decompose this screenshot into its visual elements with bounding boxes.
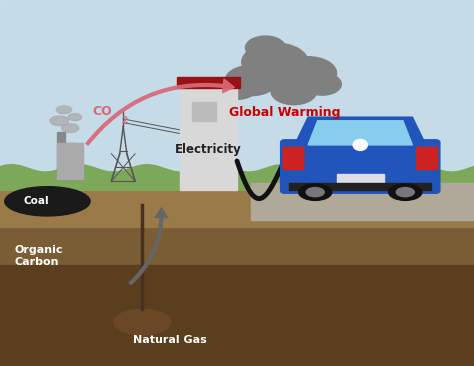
Ellipse shape bbox=[306, 188, 324, 197]
Text: Electricity: Electricity bbox=[175, 143, 242, 156]
Bar bbox=[0, 0, 474, 183]
Polygon shape bbox=[308, 121, 412, 145]
Bar bbox=[57, 132, 65, 179]
Ellipse shape bbox=[303, 73, 341, 95]
Bar bbox=[180, 88, 237, 190]
Ellipse shape bbox=[56, 106, 72, 114]
Ellipse shape bbox=[225, 66, 277, 96]
Ellipse shape bbox=[217, 76, 257, 99]
FancyBboxPatch shape bbox=[283, 147, 304, 169]
Text: Organic
Carbon: Organic Carbon bbox=[14, 245, 63, 268]
Text: 2: 2 bbox=[121, 116, 127, 126]
Ellipse shape bbox=[246, 36, 285, 59]
Bar bbox=[289, 183, 431, 190]
Ellipse shape bbox=[242, 43, 308, 82]
Polygon shape bbox=[294, 117, 427, 146]
Bar bbox=[57, 143, 83, 179]
Text: Global Warming: Global Warming bbox=[228, 106, 340, 119]
Bar bbox=[192, 102, 216, 121]
Ellipse shape bbox=[114, 309, 171, 335]
FancyBboxPatch shape bbox=[417, 147, 438, 169]
Ellipse shape bbox=[299, 184, 332, 201]
Ellipse shape bbox=[271, 78, 317, 105]
FancyBboxPatch shape bbox=[281, 140, 440, 193]
Bar bbox=[67, 143, 76, 179]
FancyArrowPatch shape bbox=[129, 208, 168, 285]
Ellipse shape bbox=[62, 124, 79, 132]
Ellipse shape bbox=[50, 116, 69, 126]
Ellipse shape bbox=[68, 113, 82, 121]
Bar bbox=[177, 77, 240, 88]
Text: Coal: Coal bbox=[24, 196, 49, 206]
FancyArrowPatch shape bbox=[86, 79, 234, 145]
Ellipse shape bbox=[396, 188, 414, 197]
Bar bbox=[251, 183, 474, 220]
Bar bbox=[0, 183, 474, 366]
Bar bbox=[0, 265, 474, 366]
Text: CO: CO bbox=[92, 105, 112, 118]
Bar bbox=[0, 190, 474, 227]
Ellipse shape bbox=[353, 139, 367, 150]
Ellipse shape bbox=[389, 184, 422, 201]
Polygon shape bbox=[0, 165, 474, 190]
Bar bbox=[337, 174, 384, 185]
Text: Natural Gas: Natural Gas bbox=[133, 335, 207, 346]
Ellipse shape bbox=[280, 57, 337, 90]
Ellipse shape bbox=[5, 187, 90, 216]
